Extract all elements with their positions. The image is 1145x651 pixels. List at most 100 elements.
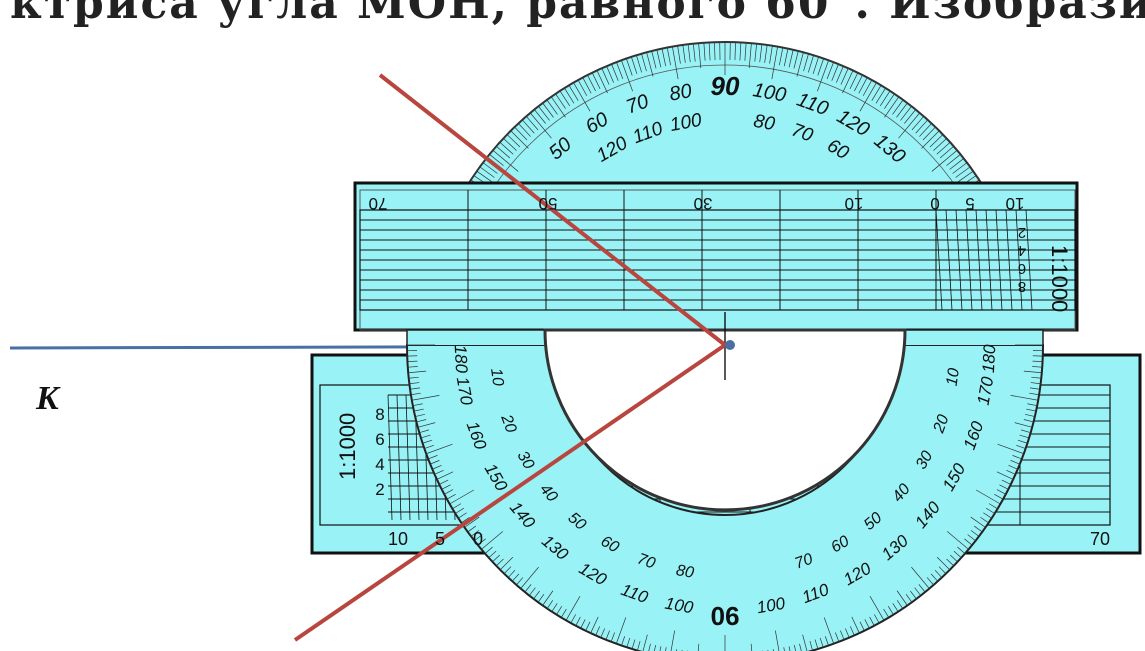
tick <box>957 546 966 554</box>
upper-ruler-side-tick: 8 <box>1018 278 1026 295</box>
tick <box>432 465 442 470</box>
tick <box>670 630 675 651</box>
tick <box>831 63 839 81</box>
tick <box>851 616 860 634</box>
tick <box>869 595 885 621</box>
tick <box>734 42 736 61</box>
tick <box>988 503 998 510</box>
tick <box>417 422 436 428</box>
upper-ruler-tick: 5 <box>965 194 974 213</box>
tick <box>936 556 951 571</box>
tick <box>875 87 886 104</box>
tick <box>807 55 814 73</box>
tick <box>1029 387 1040 390</box>
tick <box>420 434 431 439</box>
tick <box>918 584 926 593</box>
tick <box>529 112 552 139</box>
grid-line <box>985 209 993 311</box>
tick <box>871 85 882 101</box>
tick <box>775 630 780 651</box>
tick <box>964 538 973 546</box>
tick <box>1032 366 1043 368</box>
tick <box>600 628 605 638</box>
tick <box>814 639 819 650</box>
tick <box>759 44 763 63</box>
grid-line <box>405 394 411 521</box>
tick <box>510 130 529 149</box>
tick <box>441 484 451 490</box>
red-ray-lower <box>293 343 727 642</box>
tick <box>631 56 638 75</box>
tick <box>615 617 627 644</box>
upper-ruler-tick: 70 <box>369 194 388 213</box>
tick <box>859 621 865 631</box>
protractor-inner-left-b-label: 70 <box>635 551 658 573</box>
tick <box>1026 408 1037 412</box>
tick <box>555 93 566 109</box>
tick <box>492 554 500 563</box>
tick <box>904 109 916 124</box>
tick <box>591 72 601 89</box>
tick <box>739 42 742 61</box>
tick <box>611 63 619 81</box>
tick <box>915 119 929 134</box>
upper-ruler-grid <box>360 190 1075 311</box>
tick <box>986 507 995 514</box>
tick <box>1010 395 1039 401</box>
tick <box>840 68 849 85</box>
tick <box>905 593 913 603</box>
grid-line <box>1005 209 1013 311</box>
tick <box>606 65 614 83</box>
red-ray-upper <box>378 73 727 347</box>
tick <box>842 70 854 94</box>
tick <box>970 516 986 528</box>
tick <box>560 608 567 618</box>
tick <box>862 79 873 96</box>
protractor-inner-left-b-label: 10 <box>487 367 506 387</box>
tick <box>946 558 954 567</box>
tick <box>826 61 834 80</box>
protractor-outer-label: 90 <box>711 71 740 101</box>
tick <box>817 58 824 76</box>
tick <box>698 43 702 69</box>
tick <box>596 70 608 94</box>
tick <box>653 645 657 651</box>
protractor-inner-left-b-label: 30 <box>514 448 538 472</box>
tick <box>859 82 877 112</box>
tick <box>518 123 531 137</box>
tick <box>605 630 610 640</box>
tick <box>499 556 514 571</box>
tick <box>970 530 980 537</box>
tick <box>430 460 440 465</box>
tick <box>858 77 868 94</box>
tick <box>564 87 575 104</box>
lower-ruler-tick: 10 <box>388 529 408 549</box>
heading-text: ктриса угла МОН, равного 60°. Изобрази <box>10 0 1145 29</box>
tick <box>849 626 855 636</box>
protractor-outer-label: 80 <box>668 80 694 106</box>
tick <box>708 42 711 61</box>
vertex-point <box>725 340 735 350</box>
tick <box>410 387 421 390</box>
tick <box>484 546 493 554</box>
tick <box>931 149 958 172</box>
grid-line <box>955 209 963 311</box>
tick <box>914 587 922 596</box>
tick <box>1008 465 1018 470</box>
tick <box>616 61 624 80</box>
tick <box>819 637 824 648</box>
grid-line <box>965 209 973 311</box>
protractor-window <box>543 328 907 512</box>
tick <box>1020 429 1031 433</box>
tick <box>1001 479 1011 485</box>
lower-ruler-side-tick: 2 <box>375 480 384 499</box>
tick <box>626 637 631 648</box>
tick <box>559 90 571 107</box>
tick <box>996 471 1014 480</box>
tick <box>883 608 890 618</box>
tick <box>793 50 799 69</box>
tick <box>703 42 706 61</box>
tick <box>864 619 870 629</box>
tick <box>896 102 908 118</box>
